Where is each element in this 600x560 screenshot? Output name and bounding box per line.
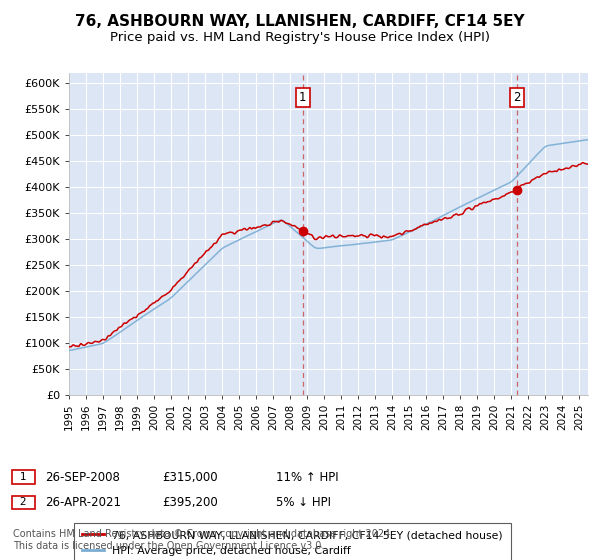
Text: 26-APR-2021: 26-APR-2021	[45, 496, 121, 509]
Text: 1: 1	[13, 472, 34, 482]
Text: £315,000: £315,000	[162, 470, 218, 484]
Text: 2: 2	[513, 91, 521, 104]
Text: 1: 1	[299, 91, 307, 104]
Text: Contains HM Land Registry data © Crown copyright and database right 2024.
This d: Contains HM Land Registry data © Crown c…	[13, 529, 394, 551]
Text: 5% ↓ HPI: 5% ↓ HPI	[276, 496, 331, 509]
Text: 11% ↑ HPI: 11% ↑ HPI	[276, 470, 338, 484]
Text: 2: 2	[13, 497, 34, 507]
Text: 26-SEP-2008: 26-SEP-2008	[45, 470, 120, 484]
Text: Price paid vs. HM Land Registry's House Price Index (HPI): Price paid vs. HM Land Registry's House …	[110, 31, 490, 44]
Text: £395,200: £395,200	[162, 496, 218, 509]
Text: 76, ASHBOURN WAY, LLANISHEN, CARDIFF, CF14 5EY: 76, ASHBOURN WAY, LLANISHEN, CARDIFF, CF…	[75, 14, 525, 29]
Legend: 76, ASHBOURN WAY, LLANISHEN, CARDIFF, CF14 5EY (detached house), HPI: Average pr: 76, ASHBOURN WAY, LLANISHEN, CARDIFF, CF…	[74, 522, 511, 560]
